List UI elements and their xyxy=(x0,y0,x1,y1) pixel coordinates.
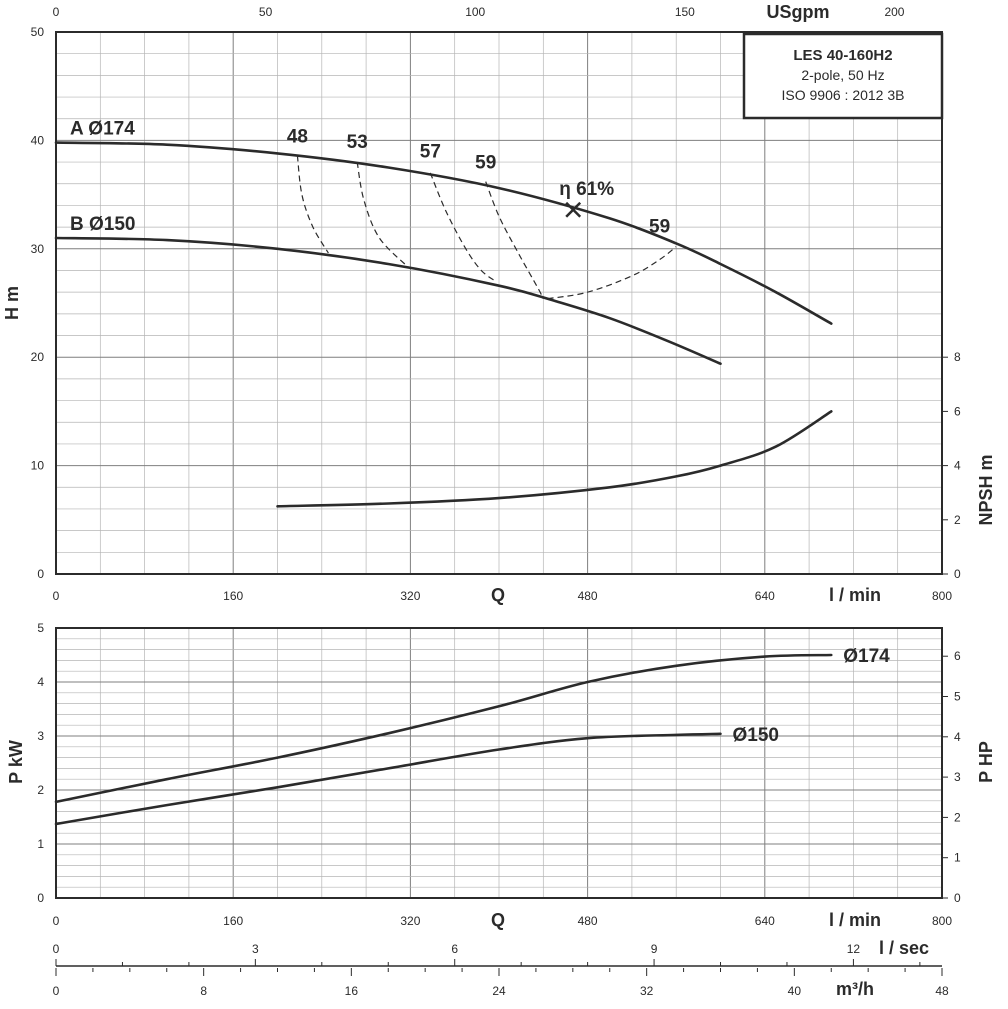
efficiency-curve xyxy=(429,172,497,282)
bep-label: η 61% xyxy=(559,179,614,200)
lsec-tick-label: 3 xyxy=(252,942,259,956)
m3h-tick-label: 16 xyxy=(345,984,359,998)
m3h-tick-label: 24 xyxy=(492,984,506,998)
efficiency-label: 53 xyxy=(347,132,368,153)
y-tick-label: 2 xyxy=(37,783,44,797)
y-tick-label: 0 xyxy=(37,567,44,581)
y2-tick-label: 1 xyxy=(954,851,961,865)
lsec-tick-label: 0 xyxy=(53,942,60,956)
flow-unit-bottom: l / min xyxy=(829,910,881,930)
power-plot-grid xyxy=(55,627,943,899)
x-tick-label: 160 xyxy=(223,589,243,603)
y-tick-label: 5 xyxy=(37,621,44,635)
y-tick-label: 4 xyxy=(37,675,44,689)
lsec-tick-label: 12 xyxy=(847,942,861,956)
y2-tick-label: 2 xyxy=(954,810,961,824)
efficiency-label: 59 xyxy=(649,217,670,238)
y2-tick-label: 6 xyxy=(954,649,961,663)
model-info-line-2: ISO 9906 : 2012 3B xyxy=(782,87,905,103)
usgpm-tick-label: 100 xyxy=(465,5,485,19)
efficiency-label: 48 xyxy=(287,127,308,148)
y-tick-label: 3 xyxy=(37,729,44,743)
m3h-tick-label: 40 xyxy=(788,984,802,998)
m3h-tick-label: 48 xyxy=(935,984,949,998)
usgpm-axis-title: USgpm xyxy=(767,2,830,22)
efficiency-label: 59 xyxy=(475,153,496,174)
head-curve-label: A Ø174 xyxy=(70,119,135,140)
npsh-axis-title: NPSH m xyxy=(976,454,996,525)
x-tick-label: 480 xyxy=(578,914,598,928)
power-hp-axis-title: P HP xyxy=(976,741,996,783)
head-axis-title: H m xyxy=(2,286,22,320)
power-curve xyxy=(54,732,722,826)
y2-tick-label: 4 xyxy=(954,459,961,473)
m3h-axis-title: m³/h xyxy=(836,979,874,999)
flow-symbol-bottom: Q xyxy=(491,910,505,930)
efficiency-curve xyxy=(296,155,329,254)
x-tick-label: 800 xyxy=(932,914,952,928)
usgpm-tick-label: 50 xyxy=(259,5,273,19)
m3h-tick-label: 8 xyxy=(200,984,207,998)
x-tick-label: 160 xyxy=(223,914,243,928)
power-curve xyxy=(54,653,833,804)
y2-tick-label: 6 xyxy=(954,404,961,418)
y-tick-label: 50 xyxy=(31,25,45,39)
y-tick-label: 20 xyxy=(31,350,45,364)
bep-marker xyxy=(565,201,582,218)
power-curve-label: Ø150 xyxy=(733,725,779,746)
y-tick-label: 0 xyxy=(37,891,44,905)
head-curve-label: B Ø150 xyxy=(70,214,135,235)
m3h-tick-label: 0 xyxy=(53,984,60,998)
x-tick-label: 480 xyxy=(578,589,598,603)
y-tick-label: 30 xyxy=(31,242,45,256)
head-curve xyxy=(54,236,722,365)
y-tick-label: 10 xyxy=(31,459,45,473)
y2-tick-label: 4 xyxy=(954,730,961,744)
power-kw-axis-title: P kW xyxy=(6,740,26,784)
x-tick-label: 640 xyxy=(755,914,775,928)
x-tick-label: 0 xyxy=(53,914,60,928)
lsec-tick-label: 9 xyxy=(651,942,658,956)
power-curve-label: Ø174 xyxy=(843,646,890,667)
y2-tick-label: 0 xyxy=(954,891,961,905)
x-tick-label: 800 xyxy=(932,589,952,603)
efficiency-label: 57 xyxy=(420,142,441,163)
model-info-box: LES 40-160H2 2-pole, 50 Hz ISO 9906 : 20… xyxy=(742,32,944,120)
model-info-line-1: 2-pole, 50 Hz xyxy=(801,67,884,83)
y2-tick-label: 0 xyxy=(954,567,961,581)
y-tick-label: 1 xyxy=(37,837,44,851)
y2-tick-label: 5 xyxy=(954,690,961,704)
x-tick-label: 0 xyxy=(53,589,60,603)
efficiency-curve xyxy=(485,181,544,299)
head-curve xyxy=(54,141,833,325)
x-tick-label: 320 xyxy=(400,589,420,603)
m3h-tick-label: 32 xyxy=(640,984,654,998)
usgpm-tick-label: 200 xyxy=(884,5,904,19)
npsh-curve xyxy=(276,410,833,508)
usgpm-tick-label: 150 xyxy=(675,5,695,19)
flow-unit-top: l / min xyxy=(829,585,881,605)
y2-tick-label: 8 xyxy=(954,350,961,364)
y2-tick-label: 2 xyxy=(954,513,961,527)
power-plot-frame xyxy=(55,627,943,899)
x-tick-label: 640 xyxy=(755,589,775,603)
efficiency-curve xyxy=(547,246,677,300)
usgpm-tick-label: 0 xyxy=(53,5,60,19)
efficiency-curve xyxy=(356,161,409,268)
model-title: LES 40-160H2 xyxy=(793,47,892,64)
x-tick-label: 320 xyxy=(400,914,420,928)
y2-tick-label: 3 xyxy=(954,770,961,784)
flow-symbol-top: Q xyxy=(491,585,505,605)
y-tick-label: 40 xyxy=(31,133,45,147)
lsec-axis-title: l / sec xyxy=(879,938,929,958)
lsec-tick-label: 6 xyxy=(451,942,458,956)
